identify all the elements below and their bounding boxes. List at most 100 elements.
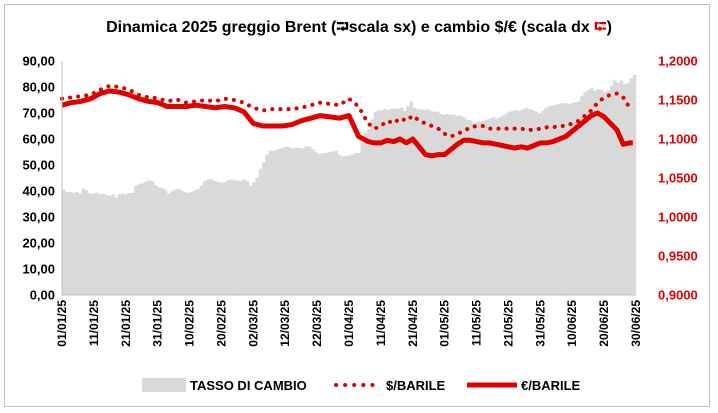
- bar-tasso-di-cambio: [81, 188, 86, 295]
- bar-tasso-di-cambio: [409, 101, 414, 295]
- bar-tasso-di-cambio: [268, 150, 273, 295]
- y-tick-right: 1,1500: [658, 93, 698, 108]
- bar-tasso-di-cambio: [376, 110, 381, 295]
- bar-tasso-di-cambio: [586, 89, 591, 295]
- bar-tasso-di-cambio: [271, 150, 276, 295]
- bar-tasso-di-cambio: [327, 152, 332, 295]
- bar-tasso-di-cambio: [357, 153, 361, 295]
- bar-tasso-di-cambio: [583, 92, 588, 295]
- y-tick-right: 1,1000: [658, 132, 698, 147]
- bar-tasso-di-cambio: [212, 181, 217, 295]
- bar-tasso-di-cambio: [275, 149, 279, 295]
- bar-tasso-di-cambio: [422, 110, 427, 295]
- chart-title: Dinamica 2025 greggio Brent (⮒scala sx) …: [106, 19, 612, 36]
- bar-tasso-di-cambio: [370, 119, 374, 295]
- bar-tasso-di-cambio: [226, 180, 230, 295]
- bar-tasso-di-cambio: [84, 190, 89, 295]
- bar-tasso-di-cambio: [278, 148, 283, 295]
- bar-tasso-di-cambio: [340, 156, 345, 295]
- bar-tasso-di-cambio: [134, 185, 138, 295]
- bar-tasso-di-cambio: [403, 110, 407, 295]
- bar-tasso-di-cambio: [613, 80, 617, 295]
- y-tick-left: 0,00: [30, 288, 55, 303]
- bar-tasso-di-cambio: [147, 180, 151, 295]
- bar-tasso-di-cambio: [393, 108, 397, 295]
- bar-tasso-di-cambio: [245, 181, 250, 295]
- bar-tasso-di-cambio: [324, 153, 328, 295]
- y-tick-left: 80,00: [22, 80, 55, 95]
- bar-tasso-di-cambio: [599, 89, 604, 295]
- bar-tasso-di-cambio: [265, 154, 269, 295]
- bar-tasso-di-cambio: [432, 111, 437, 295]
- bar-tasso-di-cambio: [347, 155, 351, 295]
- bar-tasso-di-cambio: [330, 151, 335, 295]
- chart-title-part-2: scala sx) e cambio $/€ (scala dx: [349, 19, 594, 36]
- bar-tasso-di-cambio: [193, 190, 197, 295]
- bar-tasso-di-cambio: [180, 190, 184, 295]
- bar-tasso-di-cambio: [494, 118, 499, 295]
- bar-tasso-di-cambio: [563, 103, 568, 296]
- bar-tasso-di-cambio: [521, 109, 525, 295]
- bar-tasso-di-cambio: [547, 106, 552, 296]
- y-tick-left: 30,00: [22, 210, 55, 225]
- line-usd-barile: [60, 83, 635, 139]
- chart-title-part-3: ): [607, 19, 612, 36]
- bar-tasso-di-cambio: [98, 194, 102, 295]
- x-tick-label: 10/02/25: [183, 300, 197, 347]
- bar-tasso-di-cambio: [163, 189, 168, 295]
- bar-tasso-di-cambio: [531, 110, 535, 295]
- bar-tasso-di-cambio: [554, 104, 558, 296]
- legend-label-eur-barile: €/BARILE: [521, 378, 581, 393]
- bar-tasso-di-cambio: [527, 109, 532, 295]
- bar-tasso-di-cambio: [442, 114, 447, 295]
- bar-tasso-di-cambio: [504, 113, 509, 295]
- bar-tasso-di-cambio: [186, 192, 191, 295]
- bars-layer: [62, 75, 637, 296]
- bar-tasso-di-cambio: [462, 117, 466, 295]
- bar-tasso-di-cambio: [619, 80, 624, 295]
- legend-swatch-tasso-di-cambio: [142, 378, 186, 392]
- bar-tasso-di-cambio: [219, 182, 224, 295]
- bar-tasso-di-cambio: [360, 142, 365, 295]
- bar-tasso-di-cambio: [235, 180, 240, 295]
- bar-tasso-di-cambio: [183, 192, 187, 295]
- bar-tasso-di-cambio: [301, 148, 306, 295]
- x-tick-label: 31/05/25: [533, 300, 547, 347]
- legend: TASSO DI CAMBIO $/BARILE €/BARILE: [142, 378, 581, 393]
- bar-tasso-di-cambio: [576, 101, 581, 295]
- bar-tasso-di-cambio: [71, 192, 76, 295]
- bar-tasso-di-cambio: [288, 147, 292, 295]
- bar-tasso-di-cambio: [314, 152, 319, 295]
- x-tick-label: 20/02/25: [214, 300, 228, 347]
- bar-tasso-di-cambio: [485, 119, 489, 295]
- bar-tasso-di-cambio: [130, 192, 135, 295]
- legend-label-usd-barile: $/BARILE: [386, 378, 446, 393]
- bar-tasso-di-cambio: [157, 187, 161, 295]
- y-tick-right: 1,0000: [658, 210, 698, 225]
- x-tick-label: 11/05/25: [470, 300, 484, 346]
- bar-tasso-di-cambio: [570, 103, 574, 296]
- bar-tasso-di-cambio: [107, 195, 112, 295]
- bar-tasso-di-cambio: [121, 193, 125, 295]
- bar-tasso-di-cambio: [537, 113, 542, 295]
- bar-tasso-di-cambio: [406, 106, 410, 296]
- lines-layer: [60, 83, 635, 159]
- bar-tasso-di-cambio: [560, 103, 565, 296]
- y-tick-right: 0,9500: [658, 249, 698, 264]
- y-tick-left: 20,00: [22, 236, 55, 251]
- bar-tasso-di-cambio: [252, 181, 256, 295]
- bar-tasso-di-cambio: [281, 147, 286, 295]
- bar-tasso-di-cambio: [557, 103, 561, 296]
- bar-tasso-di-cambio: [517, 110, 522, 295]
- bar-tasso-di-cambio: [232, 180, 237, 295]
- bar-tasso-di-cambio: [127, 192, 132, 295]
- bar-tasso-di-cambio: [258, 168, 263, 295]
- x-tick-label: 21/05/25: [501, 300, 515, 347]
- bar-tasso-di-cambio: [291, 148, 296, 295]
- legend-label-tasso-di-cambio: TASSO DI CAMBIO: [190, 378, 307, 393]
- bar-tasso-di-cambio: [534, 111, 538, 295]
- y-tick-left: 10,00: [22, 262, 55, 277]
- bar-tasso-di-cambio: [465, 119, 470, 295]
- y-tick-right: 1,0500: [658, 171, 698, 186]
- bar-tasso-di-cambio: [540, 110, 545, 295]
